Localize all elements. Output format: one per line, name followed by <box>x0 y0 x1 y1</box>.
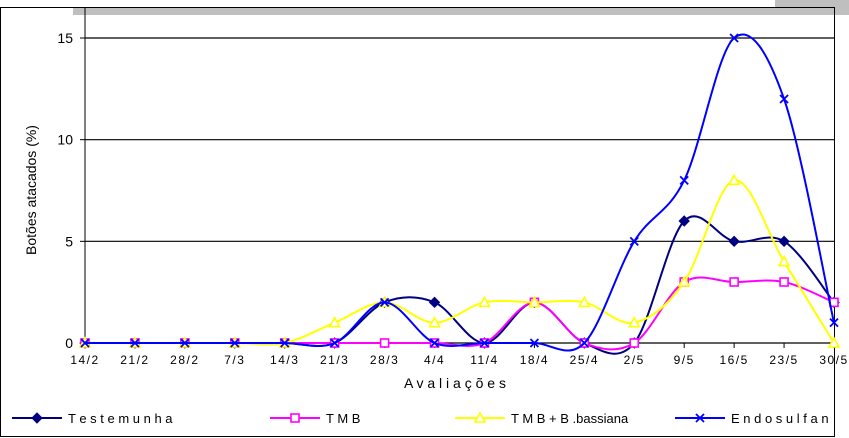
x-tick-label: 23/5 <box>769 353 798 367</box>
data-point <box>779 277 789 287</box>
y-tick-label: 0 <box>65 335 73 351</box>
data-point <box>379 297 390 307</box>
series-4 <box>80 33 839 352</box>
data-point <box>827 336 841 348</box>
data-point <box>678 215 690 227</box>
legend-marker <box>31 412 43 424</box>
data-point <box>479 338 490 348</box>
data-point <box>579 338 589 348</box>
y-axis-label: Botões atacados (%) <box>23 125 39 255</box>
data-point <box>829 318 839 328</box>
legend: T e s t e m u n h a T M B T M B + B .bassi… <box>12 411 829 426</box>
data-point <box>428 316 441 328</box>
series-3 <box>78 173 841 348</box>
x-tick-label: 21/3 <box>320 353 349 367</box>
data-point <box>777 255 791 267</box>
series-line <box>85 215 835 355</box>
x-tick-label: 11/4 <box>470 353 498 367</box>
data-point <box>627 316 641 328</box>
data-point <box>529 338 540 348</box>
data-point <box>778 235 790 248</box>
data-point <box>577 295 591 308</box>
x-tick-label: 14/3 <box>270 353 299 367</box>
data-point <box>629 236 639 246</box>
data-point <box>130 338 140 348</box>
x-tick-label: 30/5 <box>819 353 848 367</box>
legend-marker <box>695 413 705 423</box>
data-point <box>379 338 390 348</box>
legend-label: E n d o s u l f a n <box>731 411 829 426</box>
y-tick-label: 15 <box>57 30 73 46</box>
legend-marker <box>473 411 487 423</box>
data-point <box>230 338 240 348</box>
data-point <box>180 338 190 348</box>
series-layer <box>78 33 841 355</box>
x-axis-label: A v a l i a ç õ e s <box>404 375 506 391</box>
data-point <box>330 338 340 348</box>
data-point <box>328 316 342 328</box>
data-point <box>729 33 739 43</box>
legend-label: T e s t e m u n h a <box>68 411 173 426</box>
gridlines <box>85 37 834 242</box>
x-tick-label: 2/5 <box>624 353 645 367</box>
y-tick-label: 5 <box>65 233 73 249</box>
data-point <box>779 94 789 104</box>
data-point <box>478 295 491 308</box>
y-tick-label: 10 <box>57 132 73 148</box>
x-tick-label: 28/3 <box>370 353 399 367</box>
data-point <box>280 338 290 348</box>
series-1 <box>79 215 840 355</box>
chart-outline <box>0 7 835 437</box>
data-point <box>528 295 541 308</box>
data-point <box>728 235 740 248</box>
data-point <box>428 296 441 309</box>
legend-label: T M B <box>326 411 360 426</box>
top-white-band <box>73 0 775 8</box>
x-tick-label: 18/4 <box>520 353 549 367</box>
legend-item: T M B + B .bassiana <box>455 411 629 426</box>
data-point <box>729 277 739 287</box>
data-point <box>677 275 691 287</box>
x-tick-label: 25/4 <box>570 353 599 367</box>
x-tick-label: 9/5 <box>674 353 695 367</box>
x-tick-label: 4/4 <box>424 353 445 367</box>
legend-marker <box>290 413 300 423</box>
x-tick-label: 16/5 <box>719 353 748 367</box>
legend-item: T e s t e m u n h a <box>12 411 173 426</box>
data-point <box>727 173 741 186</box>
legend-item: T M B <box>270 411 360 426</box>
series-line <box>85 179 835 346</box>
x-tick-label: 14/2 <box>70 353 99 367</box>
data-point <box>629 338 640 348</box>
data-point <box>679 175 689 185</box>
y-axis: 0 5 10 15 <box>57 8 86 351</box>
x-tick-label: 28/2 <box>170 353 199 367</box>
x-tick-label: 7/3 <box>224 353 245 367</box>
legend-label: T M B + B .bassiana <box>511 411 629 426</box>
data-point <box>80 338 90 348</box>
data-point <box>429 338 440 348</box>
legend-item: E n d o s u l f a n <box>675 411 829 426</box>
x-tick-label: 21/2 <box>120 353 149 367</box>
